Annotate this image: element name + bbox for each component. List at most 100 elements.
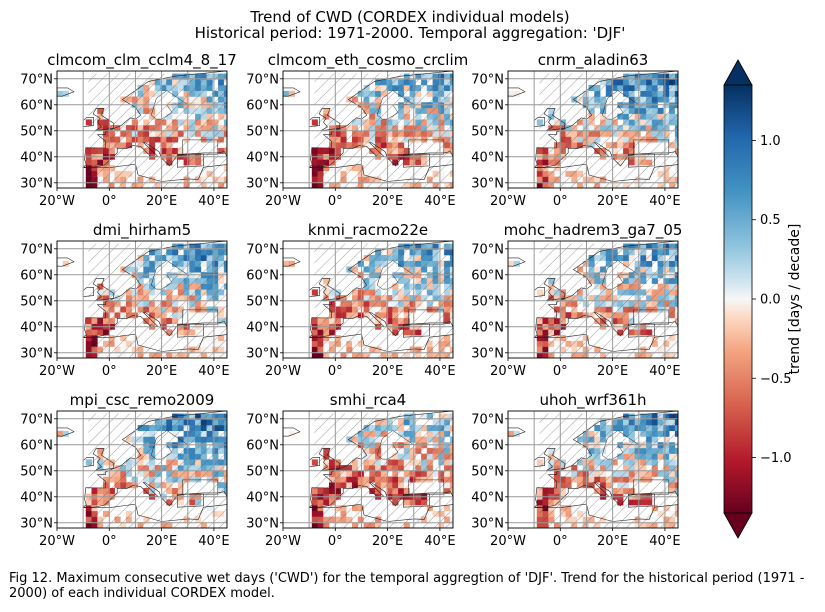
x-tick-label: 40°E	[649, 534, 680, 549]
x-tick-label: 20°W	[490, 194, 526, 209]
y-tick-label: 30°N	[20, 176, 53, 191]
y-tick-label: 50°N	[246, 294, 279, 309]
x-tick-label: 0°	[553, 194, 568, 209]
y-tick-label: 40°N	[20, 320, 53, 335]
figure-subtitle: Historical period: 1971-2000. Temporal a…	[194, 24, 626, 42]
y-tick-label: 60°N	[471, 268, 504, 283]
x-tick-label: 20°E	[372, 364, 403, 379]
y-tick-label: 30°N	[471, 346, 504, 361]
y-tick-label: 70°N	[20, 412, 53, 427]
map-panel: knmi_racmo22e 20°W 0° 20°E 40°E 30°N 40°N 50°N 6…	[246, 221, 455, 379]
x-tick-label: 40°E	[649, 364, 680, 379]
colorbar-tick-label: 0.0	[760, 293, 781, 308]
x-tick-label: 20°W	[265, 194, 301, 209]
x-tick-label: 0°	[102, 364, 117, 379]
y-tick-label: 40°N	[20, 490, 53, 505]
y-tick-label: 30°N	[471, 516, 504, 531]
figure-title: Trend of CWD (CORDEX individual models)	[250, 8, 570, 26]
x-tick-label: 20°E	[597, 534, 628, 549]
y-tick-label: 70°N	[20, 242, 53, 257]
map-panel: mpi_csc_remo2009 20°W 0° 20°E 40°E 30°N 40°N 50…	[20, 391, 229, 549]
y-tick-label: 40°N	[471, 320, 504, 335]
y-tick-label: 50°N	[471, 464, 504, 479]
y-tick-label: 50°N	[471, 294, 504, 309]
map-panel: cnrm_aladin63 20°W 0° 20°E 40°E 30°N 40°N 50°N 6…	[471, 51, 680, 209]
colorbar-body	[723, 84, 753, 514]
x-tick-label: 40°E	[424, 364, 455, 379]
colorbar-tick-label: 0.5	[760, 213, 781, 228]
panel-title: clmcom_clm_cclm4_8_17	[47, 51, 237, 70]
x-tick-label: 20°E	[146, 364, 177, 379]
colorbar-label: trend [days / decade]	[787, 224, 803, 375]
figure-caption: Fig 12. Maximum consecutive wet days ('C…	[9, 571, 805, 601]
map-panel: smhi_rca4 20°W 0° 20°E 40°E 30°N 40°N 50°N 60°N 7…	[246, 391, 455, 549]
map-panel: clmcom_eth_cosmo_crclim 20°W 0° 20°E 40°E 30°…	[246, 51, 468, 209]
x-tick-label: 20°W	[39, 194, 75, 209]
x-tick-label: 20°W	[265, 534, 301, 549]
y-tick-label: 70°N	[471, 242, 504, 257]
x-tick-label: 20°W	[490, 364, 526, 379]
y-tick-label: 50°N	[20, 124, 53, 139]
map-panel: mohc_hadrem3_ga7_05 20°W 0° 20°E 40°E 30°N 40°…	[471, 221, 682, 379]
x-tick-label: 20°E	[146, 534, 177, 549]
y-tick-label: 60°N	[20, 98, 53, 113]
x-tick-label: 20°E	[146, 194, 177, 209]
x-tick-label: 0°	[328, 364, 343, 379]
x-tick-label: 20°E	[597, 364, 628, 379]
y-tick-label: 70°N	[471, 412, 504, 427]
map-panel: dmi_hirham5 20°W 0° 20°E 40°E 30°N 40°N 50°N 60°…	[20, 221, 229, 379]
y-tick-label: 30°N	[246, 346, 279, 361]
y-tick-label: 40°N	[246, 150, 279, 165]
y-tick-label: 40°N	[471, 490, 504, 505]
y-tick-label: 60°N	[471, 438, 504, 453]
x-tick-label: 0°	[102, 534, 117, 549]
y-tick-label: 40°N	[246, 320, 279, 335]
y-tick-label: 30°N	[20, 516, 53, 531]
y-tick-label: 70°N	[20, 72, 53, 87]
panel-title: dmi_hirham5	[93, 221, 191, 240]
x-tick-label: 40°E	[649, 194, 680, 209]
x-tick-label: 20°E	[372, 534, 403, 549]
panel-title: mpi_csc_remo2009	[70, 391, 215, 410]
y-tick-label: 40°N	[246, 490, 279, 505]
panel-title: knmi_racmo22e	[308, 221, 428, 240]
panel-title: mohc_hadrem3_ga7_05	[504, 221, 683, 240]
panel-title: uhoh_wrf361h	[539, 391, 646, 410]
x-tick-label: 40°E	[198, 364, 229, 379]
y-tick-label: 50°N	[246, 124, 279, 139]
y-tick-label: 30°N	[246, 516, 279, 531]
y-tick-label: 60°N	[246, 268, 279, 283]
colorbar: −1.0 −0.5 0.0 0.5 1.0 trend [days / decade]	[723, 59, 803, 539]
y-tick-label: 60°N	[20, 438, 53, 453]
y-tick-label: 40°N	[471, 150, 504, 165]
x-tick-label: 40°E	[198, 534, 229, 549]
y-tick-label: 60°N	[246, 98, 279, 113]
colorbar-extend-min	[723, 512, 753, 539]
x-tick-label: 20°E	[597, 194, 628, 209]
x-tick-label: 40°E	[424, 194, 455, 209]
x-tick-label: 0°	[102, 194, 117, 209]
y-tick-label: 60°N	[471, 98, 504, 113]
panel-title: clmcom_eth_cosmo_crclim	[268, 51, 469, 70]
y-tick-label: 50°N	[246, 464, 279, 479]
map-panel: clmcom_clm_cclm4_8_17 20°W 0° 20°E 40°E 30°N 4…	[20, 51, 237, 209]
y-tick-label: 40°N	[20, 150, 53, 165]
colorbar-extend-max	[723, 59, 753, 86]
panel-title: cnrm_aladin63	[538, 51, 649, 70]
x-tick-label: 20°E	[372, 194, 403, 209]
x-tick-label: 40°E	[198, 194, 229, 209]
y-tick-label: 50°N	[20, 294, 53, 309]
x-tick-label: 20°W	[265, 364, 301, 379]
y-tick-label: 30°N	[246, 176, 279, 191]
x-tick-label: 0°	[328, 194, 343, 209]
y-tick-label: 70°N	[246, 72, 279, 87]
x-tick-label: 20°W	[39, 534, 75, 549]
x-tick-label: 40°E	[424, 534, 455, 549]
x-tick-label: 0°	[328, 534, 343, 549]
x-tick-label: 0°	[553, 534, 568, 549]
y-tick-label: 50°N	[471, 124, 504, 139]
colorbar-tick-label: −1.0	[760, 451, 792, 466]
panel-title: smhi_rca4	[330, 391, 406, 410]
y-tick-label: 60°N	[246, 438, 279, 453]
